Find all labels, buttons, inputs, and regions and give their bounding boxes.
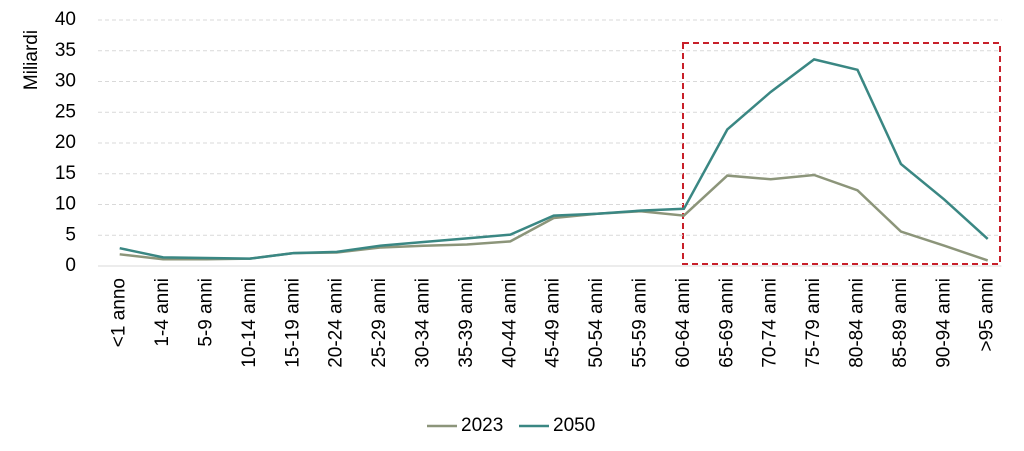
y-tick-label: 30	[55, 71, 76, 92]
x-tick-label: 85-89 anni	[890, 278, 911, 368]
x-tick-label: 35-39 anni	[456, 278, 477, 368]
x-tick-label: 80-84 anni	[847, 278, 868, 368]
x-tick-label: 10-14 anni	[239, 278, 260, 368]
x-tick-label: 60-64 anni	[673, 278, 694, 368]
highlight-box	[682, 42, 1001, 265]
y-tick-label: 40	[55, 9, 76, 30]
x-tick-label: 20-24 anni	[326, 278, 347, 368]
x-tick-label: 40-44 anni	[499, 278, 520, 368]
x-tick-label: 45-49 anni	[543, 278, 564, 368]
y-tick-label: 10	[55, 194, 76, 215]
x-tick-label: 15-19 anni	[282, 278, 303, 368]
x-tick-label: 75-79 anni	[803, 278, 824, 368]
legend-label: 2023	[461, 415, 503, 436]
x-tick-label: 90-94 anni	[933, 278, 954, 368]
x-tick-label: >95 anni	[977, 278, 998, 351]
y-tick-label: 20	[55, 132, 76, 153]
x-tick-label: 65-69 anni	[716, 278, 737, 368]
y-tick-label: 0	[65, 255, 76, 276]
y-axis-label: Miliardi	[21, 30, 42, 90]
data-line	[119, 173, 989, 262]
x-tick-label: <1 anno	[109, 278, 130, 347]
x-tick-label: 5-9 anni	[196, 278, 217, 347]
data-line	[119, 58, 989, 260]
y-tick-label: 5	[65, 224, 76, 245]
y-tick-label: 25	[55, 101, 76, 122]
legend-label: 2050	[553, 415, 595, 436]
x-tick-label: 50-54 anni	[586, 278, 607, 368]
y-tick-label: 35	[55, 40, 76, 61]
x-tick-label: 1-4 anni	[152, 278, 173, 347]
y-tick-label: 15	[55, 163, 76, 184]
x-tick-label: 25-29 anni	[369, 278, 390, 368]
x-tick-label: 30-34 anni	[413, 278, 434, 368]
x-tick-label: 55-59 anni	[630, 278, 651, 368]
x-tick-label: 70-74 anni	[760, 278, 781, 368]
